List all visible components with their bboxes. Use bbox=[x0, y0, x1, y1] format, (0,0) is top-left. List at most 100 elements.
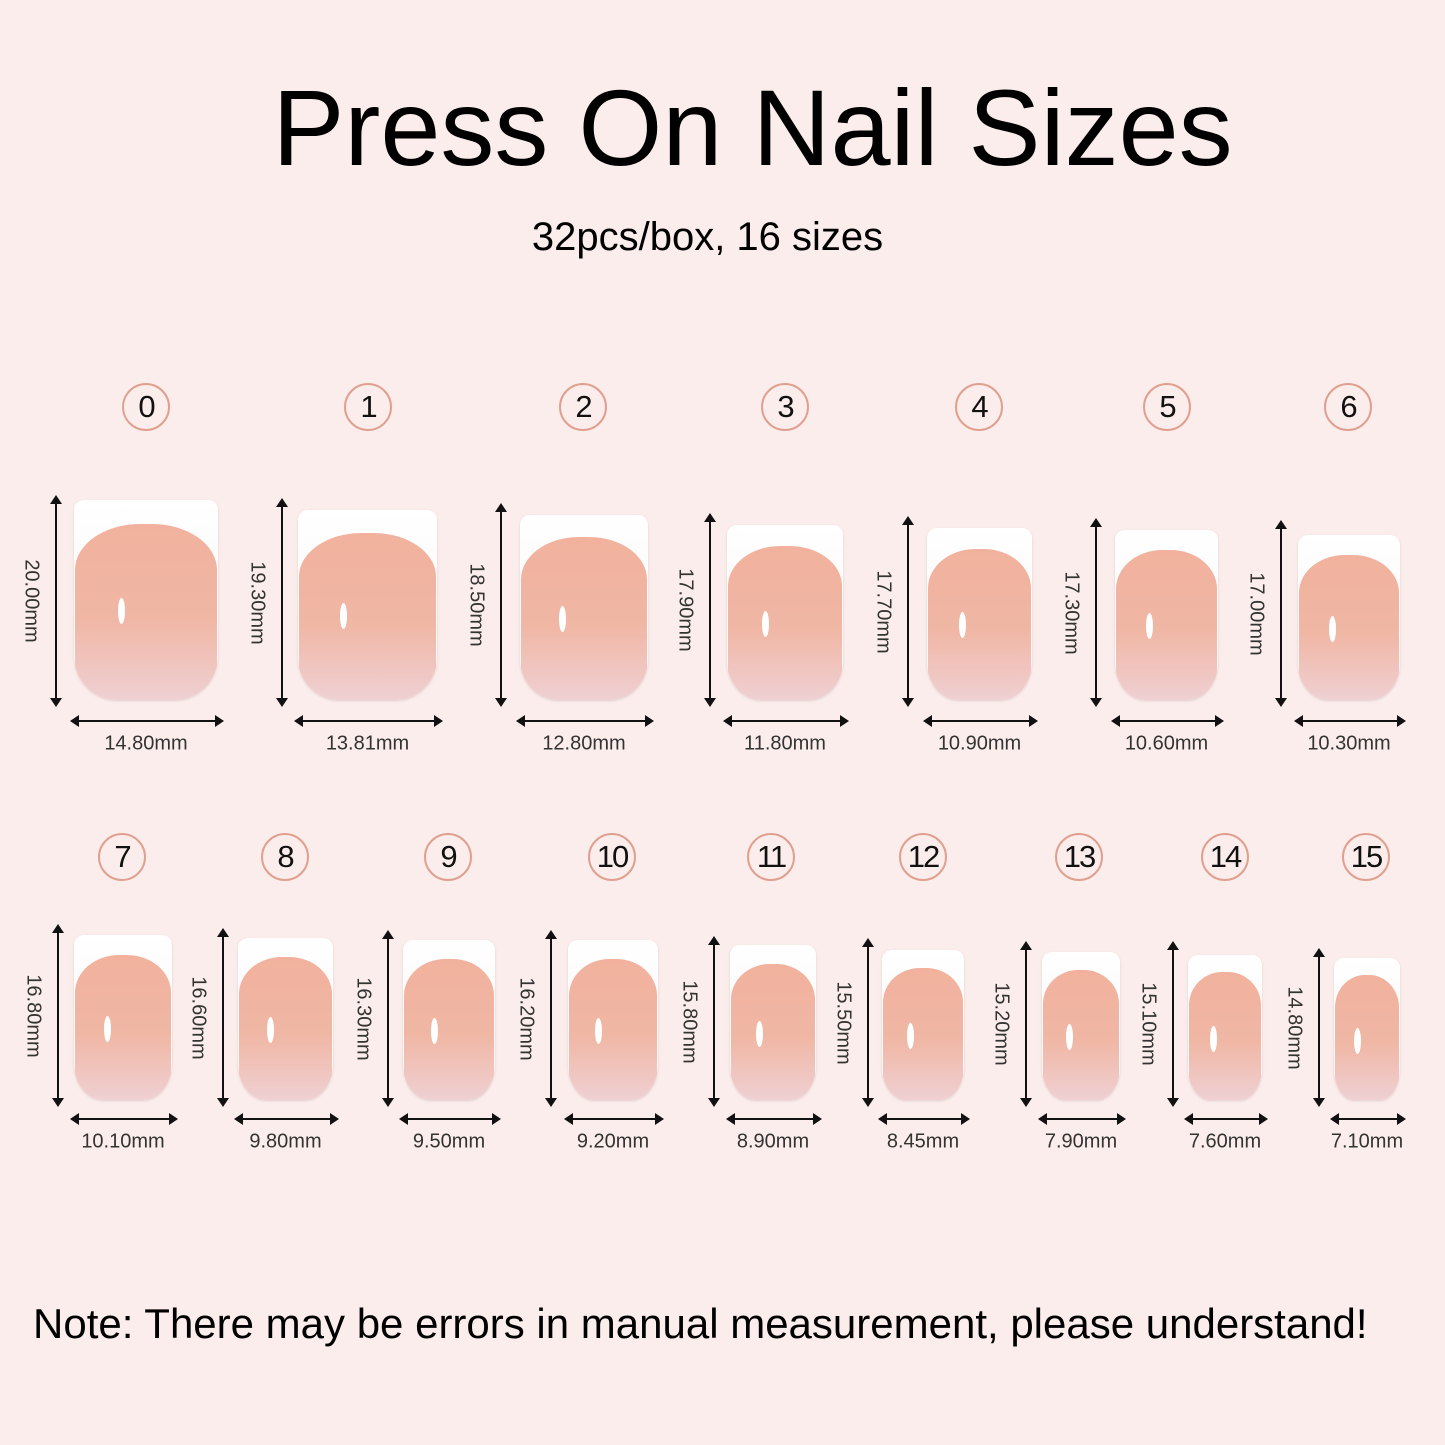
nail-bed bbox=[882, 968, 964, 1100]
nail-bed bbox=[521, 537, 647, 700]
nail-bed bbox=[1116, 550, 1217, 700]
size-number-badge: 4 bbox=[955, 383, 1003, 431]
subtitle: 32pcs/box, 16 sizes bbox=[531, 215, 884, 259]
length-label: 17.30mm bbox=[1060, 570, 1083, 655]
length-arrow bbox=[52, 924, 64, 1107]
size-number-badge: 9 bbox=[424, 833, 472, 881]
nail-image bbox=[1334, 958, 1400, 1100]
nail-image bbox=[520, 515, 648, 700]
length-label: 19.30mm bbox=[246, 560, 269, 645]
width-arrow bbox=[878, 1113, 970, 1125]
nail-highlight bbox=[103, 1015, 111, 1042]
nail-bed bbox=[730, 963, 816, 1100]
length-label: 16.20mm bbox=[515, 976, 538, 1061]
width-label: 10.90mm bbox=[937, 732, 1022, 755]
size-number-badge: 14 bbox=[1201, 833, 1249, 881]
nail-highlight bbox=[1065, 1024, 1073, 1051]
width-arrow bbox=[1294, 715, 1406, 727]
length-arrow bbox=[862, 938, 874, 1107]
width-arrow bbox=[726, 1113, 822, 1125]
nail-image bbox=[882, 950, 964, 1100]
width-arrow bbox=[1330, 1113, 1406, 1125]
width-arrow bbox=[564, 1113, 664, 1125]
nail-bed bbox=[728, 546, 842, 700]
nail-image bbox=[927, 528, 1032, 700]
width-arrow bbox=[923, 715, 1038, 727]
nail-image bbox=[298, 510, 437, 700]
nail-highlight bbox=[958, 612, 966, 639]
width-label: 9.50mm bbox=[412, 1130, 486, 1153]
length-arrow bbox=[276, 498, 288, 707]
nail-bed bbox=[299, 532, 436, 700]
nail-bed bbox=[1042, 969, 1120, 1100]
width-label: 10.30mm bbox=[1307, 732, 1391, 755]
length-arrow bbox=[382, 930, 394, 1107]
width-arrow bbox=[399, 1113, 501, 1125]
length-label: 18.50mm bbox=[465, 563, 488, 647]
nail-image bbox=[1042, 952, 1120, 1100]
size-number-badge: 7 bbox=[98, 833, 146, 881]
nail-highlight bbox=[1329, 615, 1336, 642]
width-label: 7.60mm bbox=[1188, 1130, 1262, 1153]
width-label: 8.90mm bbox=[736, 1130, 810, 1153]
nail-bed bbox=[568, 959, 658, 1100]
length-label: 15.50mm bbox=[832, 980, 855, 1065]
length-label: 17.00mm bbox=[1245, 571, 1268, 656]
nail-image bbox=[74, 935, 172, 1100]
size-number-badge: 15 bbox=[1342, 833, 1390, 881]
length-arrow bbox=[1275, 520, 1287, 707]
nail-image bbox=[727, 525, 843, 700]
width-arrow bbox=[1038, 1113, 1126, 1125]
size-number-badge: 13 bbox=[1055, 833, 1103, 881]
size-number-badge: 3 bbox=[761, 383, 809, 431]
length-arrow bbox=[1313, 948, 1325, 1107]
width-label: 10.10mm bbox=[81, 1130, 165, 1153]
nail-image bbox=[403, 940, 495, 1100]
length-label: 16.80mm bbox=[22, 973, 45, 1058]
nail-image bbox=[568, 940, 658, 1100]
length-label: 14.80mm bbox=[1283, 985, 1306, 1070]
width-arrow bbox=[70, 1113, 178, 1125]
size-number-badge: 10 bbox=[588, 833, 636, 881]
width-label: 13.81mm bbox=[325, 732, 410, 755]
nail-bed bbox=[1299, 554, 1399, 700]
length-arrow bbox=[1090, 518, 1102, 707]
length-label: 15.20mm bbox=[990, 982, 1013, 1066]
nail-bed bbox=[238, 957, 333, 1100]
length-label: 16.30mm bbox=[352, 976, 375, 1061]
width-label: 7.90mm bbox=[1044, 1130, 1118, 1153]
length-label: 17.90mm bbox=[674, 568, 697, 652]
length-label: 17.70mm bbox=[872, 569, 895, 654]
width-label: 12.80mm bbox=[542, 732, 626, 755]
nail-highlight bbox=[430, 1018, 438, 1045]
width-arrow bbox=[294, 715, 443, 727]
page-title: Press On Nail Sizes bbox=[272, 67, 1233, 188]
width-label: 11.80mm bbox=[744, 732, 826, 755]
size-number-badge: 6 bbox=[1324, 383, 1372, 431]
length-arrow bbox=[704, 513, 716, 707]
size-number-badge: 1 bbox=[344, 383, 392, 431]
length-label: 16.60mm bbox=[187, 975, 210, 1060]
nail-highlight bbox=[762, 610, 770, 637]
nail-highlight bbox=[1146, 613, 1154, 640]
nail-bed bbox=[74, 954, 172, 1100]
nail-bed bbox=[75, 524, 217, 700]
nail-highlight bbox=[1210, 1025, 1218, 1052]
length-arrow bbox=[495, 503, 507, 707]
nail-highlight bbox=[340, 603, 348, 630]
size-number-badge: 8 bbox=[261, 833, 309, 881]
nail-highlight bbox=[266, 1017, 274, 1044]
length-arrow bbox=[1020, 941, 1032, 1107]
nail-highlight bbox=[1354, 1027, 1362, 1054]
nail-bed bbox=[928, 548, 1031, 700]
length-label: 20.00mm bbox=[20, 559, 43, 643]
nail-image bbox=[1115, 530, 1218, 700]
measurement-note: Note: There may be errors in manual meas… bbox=[33, 1300, 1368, 1347]
width-label: 10.60mm bbox=[1124, 732, 1209, 755]
size-number-badge: 12 bbox=[899, 833, 947, 881]
nail-bed bbox=[1188, 972, 1262, 1100]
width-label: 9.20mm bbox=[576, 1130, 650, 1153]
width-label: 7.10mm bbox=[1330, 1130, 1404, 1153]
nail-image bbox=[730, 945, 816, 1100]
nail-bed bbox=[403, 959, 495, 1100]
